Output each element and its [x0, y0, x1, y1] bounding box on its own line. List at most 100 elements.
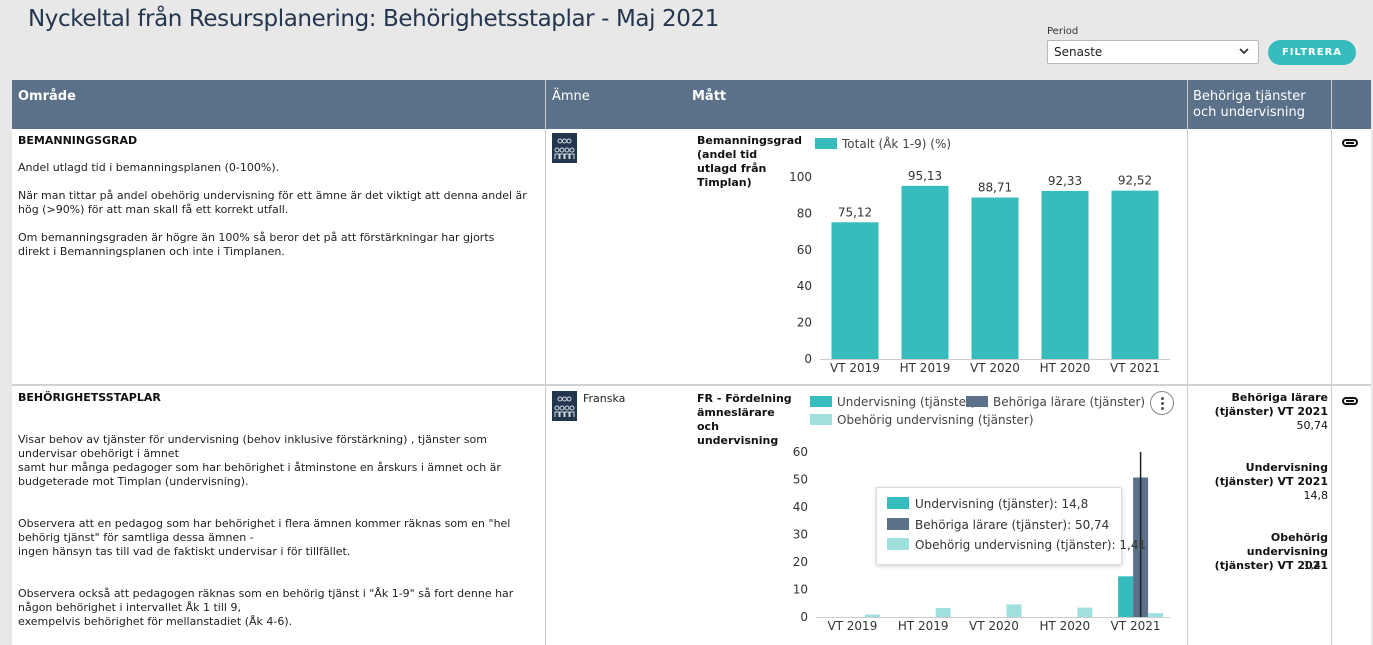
row-title-behorighetsstaplar: BEHÖRIGHETSSTAPLAR [18, 391, 161, 404]
column-header-subject[interactable]: Ämne [546, 80, 686, 129]
data-label: 92,33 [1048, 174, 1082, 188]
bar-obehörig-vt-2021 [1148, 613, 1164, 617]
x-tick-label: HT 2019 [900, 361, 951, 375]
y-tick-label: 0 [800, 610, 808, 624]
x-tick-label: VT 2021 [1110, 361, 1160, 375]
tooltip-swatch [887, 518, 909, 530]
legend-label: Undervisning (tjänster) [837, 395, 976, 409]
x-tick-label: HT 2020 [1040, 361, 1091, 375]
legend-item-behoriga-larare[interactable]: Behöriga lärare (tjänster) [966, 395, 1145, 409]
tooltip-label: Behöriga lärare (tjänster): 50,74 [915, 518, 1110, 532]
legend-item-totalt[interactable]: Totalt (Åk 1-9) (%) [815, 137, 951, 151]
period-select[interactable]: Senaste [1047, 40, 1259, 64]
x-tick-label: VT 2019 [830, 361, 880, 375]
x-tick-label: VT 2020 [969, 619, 1019, 633]
description-paragraph: Andel utlagd tid i bemanningsplanen (0-1… [18, 161, 280, 174]
x-tick-label: VT 2020 [970, 361, 1020, 375]
kebab-dot [1161, 407, 1164, 410]
description-paragraph: När man tittar på andel obehörig undervi… [18, 189, 527, 216]
description-paragraph: Om bemanningsgraden är högre än 100% så … [18, 231, 495, 258]
chevron-down-icon [1239, 48, 1249, 55]
legend-swatch [810, 414, 832, 425]
page-title: Nyckeltal från Resursplanering: Behörigh… [28, 6, 719, 32]
measure-title-behorighetsstaplar: FR - Fördelning ämneslärare och undervis… [697, 392, 792, 447]
legend-label: Obehörig undervisning (tjänster) [837, 413, 1034, 427]
chart-menu-button[interactable] [1150, 391, 1174, 415]
kpi-title: Undervisning (tjänster) VT 2021 [1214, 461, 1328, 488]
tooltip-swatch [887, 538, 909, 550]
bar-obehörig-vt-2019 [864, 614, 880, 617]
link-icon[interactable] [1341, 137, 1359, 149]
y-tick-label: 20 [793, 555, 808, 569]
bar-obehörig-ht-2019 [935, 607, 951, 617]
y-tick-label: 10 [793, 583, 808, 597]
column-divider [1187, 80, 1188, 645]
kpi-value: 1,41 [1303, 559, 1329, 572]
row-description-bemanningsgrad: Andel utlagd tid i bemanningsplanen (0-1… [18, 161, 528, 273]
tooltip-row: Undervisning (tjänster): 14,8 [887, 497, 1088, 511]
bar-ht-2020 [1041, 190, 1089, 359]
y-tick-label: 20 [797, 316, 812, 330]
y-tick-label: 80 [797, 206, 812, 220]
data-label: 92,52 [1118, 174, 1152, 188]
y-tick-label: 100 [789, 170, 812, 184]
bar-ht-2019 [901, 185, 949, 359]
column-header-actions [1332, 80, 1371, 129]
x-tick-label: VT 2019 [827, 619, 877, 633]
chart-tooltip: Undervisning (tjänster): 14,8 Behöriga l… [876, 487, 1146, 565]
y-tick-label: 40 [793, 500, 808, 514]
legend-swatch [966, 396, 988, 407]
x-tick-label: HT 2019 [898, 619, 949, 633]
bar-vt-2019 [831, 222, 879, 359]
behorighetsstaplar-chart: 0 10 20 30 40 50 60 VT 2019 HT 2019 VT 2020 HT 202… [793, 445, 1170, 633]
data-label: 88,71 [978, 181, 1012, 195]
tooltip-row: Obehörig undervisning (tjänster): 1,41 [887, 538, 1146, 552]
bar-vt-2020 [971, 197, 1019, 359]
column-header-measure[interactable]: Mått [686, 80, 1187, 129]
y-tick-label: 30 [793, 528, 808, 542]
kpi-value: 50,74 [1296, 419, 1329, 432]
data-grid: Område Ämne Mått Behöriga tjänster och u… [12, 80, 1371, 645]
bar-undervisning-vt-2021 [1118, 576, 1134, 617]
bar-obehörig-vt-2020 [1006, 604, 1022, 617]
y-tick-label: 0 [804, 352, 812, 366]
legend-item-obehorig-undervisning[interactable]: Obehörig undervisning (tjänster) [810, 413, 1034, 427]
x-tick-label: VT 2021 [1111, 619, 1161, 633]
bar-obehörig-ht-2020 [1077, 607, 1093, 617]
column-header-area[interactable]: Område [12, 80, 545, 129]
row-description-behorighetsstaplar: Visar behov av tjänster för undervisning… [18, 419, 533, 645]
tooltip-swatch [887, 497, 909, 509]
kpi-title: Obehörig undervisning (tjänster) VT 2021 [1214, 531, 1328, 572]
subject-name: Franska [583, 392, 626, 405]
description-paragraph: Visar behov av tjänster för undervisning… [18, 433, 501, 488]
bar-vt-2021 [1111, 190, 1159, 359]
y-tick-label: 50 [793, 473, 808, 487]
column-divider [545, 80, 546, 645]
people-group-icon [552, 133, 577, 163]
y-tick-label: 60 [793, 445, 808, 459]
description-paragraph: Observera också att pedagogen räknas som… [18, 587, 514, 628]
legend-swatch [810, 396, 832, 407]
x-tick-label: HT 2020 [1039, 619, 1090, 633]
column-header-kpi[interactable]: Behöriga tjänster och undervisning [1188, 80, 1331, 129]
filter-button[interactable]: FILTRERA [1268, 40, 1356, 65]
column-divider [1331, 80, 1332, 645]
link-icon[interactable] [1341, 395, 1359, 407]
period-label: Period [1047, 26, 1079, 37]
kebab-dot [1161, 397, 1164, 400]
kpi-title: Behöriga lärare (tjänster) VT 2021 [1214, 391, 1328, 418]
data-label: 95,13 [908, 169, 942, 183]
kpi-panel: Behöriga lärare (tjänster) VT 2021 50,74… [1188, 391, 1328, 641]
people-group-icon [552, 391, 577, 421]
row-divider [12, 384, 1371, 386]
data-label: 75,12 [838, 205, 872, 219]
tooltip-label: Obehörig undervisning (tjänster): 1,41 [915, 538, 1147, 552]
legend-swatch [815, 138, 837, 149]
y-tick-label: 40 [797, 279, 812, 293]
legend-label: Totalt (Åk 1-9) (%) [842, 137, 952, 151]
y-tick-label: 60 [797, 243, 812, 257]
row-title-bemanningsgrad: BEMANNINGSGRAD [18, 134, 138, 147]
tooltip-row: Behöriga lärare (tjänster): 50,74 [887, 518, 1109, 532]
measure-title-bemanningsgrad: Bemanningsgrad (andel tid utlagd från Ti… [697, 134, 803, 189]
legend-item-undervisning[interactable]: Undervisning (tjänster) [810, 395, 976, 409]
